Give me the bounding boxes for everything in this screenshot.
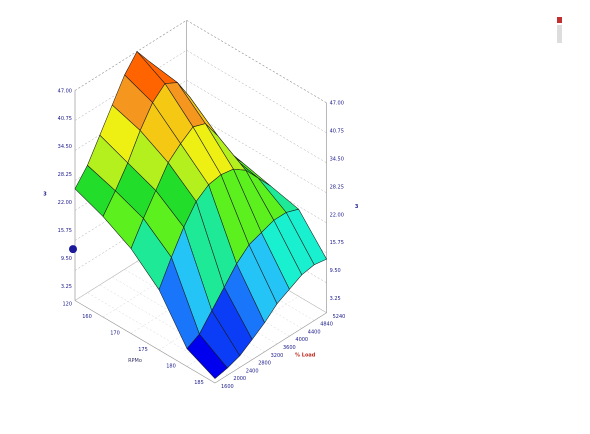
floor-grid [99,284,240,368]
left-axis-title: 3 [43,192,47,198]
surface-cell-0-0 [186,333,228,379]
right-axis-tick-label: 3.25 [330,296,341,302]
right-axis-tick-label: 40.75 [330,129,344,135]
left-axis-tick-label: 9.50 [61,256,72,262]
left-axis-tick-label: 22.00 [58,200,72,206]
load-tick-label: 4400 [308,329,321,335]
left-axis-tick-label: 28.25 [58,172,72,178]
axis-labels: 47.00 40.75 34.50 28.25 22.00 15.75 9.50 3.25 12… [43,17,562,390]
rpm-tick-label: 170 [110,330,120,336]
rpm-tick-label: 175 [138,347,148,353]
load-tick-label: 4840 [320,322,333,328]
corner-marker-icon [557,17,562,23]
right-axis-tick-label: 22.00 [330,212,344,218]
left-axis-tick-label: 15.75 [58,228,72,234]
left-axis-tick-label: 40.75 [58,116,72,122]
left-axis-tick-label: 120 [62,302,72,308]
right-axis-tick-label: 47.00 [330,101,344,107]
left-axis-tick-label: 3.25 [61,284,72,290]
grid-line [74,20,327,104]
load-tick-label: 1600 [221,384,234,390]
left-axis-tick-label: 34.50 [58,144,72,150]
right-axis-tick-label: 15.75 [330,240,344,246]
load-tick-label: 5240 [333,314,346,320]
axis-marker-dot [69,245,77,254]
axes-front [74,300,327,384]
grid-line [74,110,327,194]
right-axis-tick-label: 9.50 [330,268,341,274]
load-axis-title: % Load [295,352,316,358]
corner-marker-bar [557,25,562,43]
load-axis-line [214,312,327,384]
grid-line [74,80,327,164]
rpm-tick-label: 185 [194,380,204,386]
rpm-tick-label: 160 [82,314,92,320]
left-axis-tick-label: 47.00 [58,88,72,94]
right-axis-title: 3 [355,204,359,210]
load-tick-label: 2000 [233,376,246,382]
rpm-axis-title: RPMo [128,358,142,364]
load-tick-label: 4000 [295,337,308,343]
surface [74,51,327,379]
rpm-tick-label: 180 [166,363,176,369]
load-tick-label: 2800 [258,361,271,367]
floor-grid [87,292,228,376]
load-tick-label: 2400 [246,368,259,374]
rpm-axis-line [74,300,216,384]
load-tick-label: 3600 [283,345,296,351]
right-axis-tick-label: 28.25 [330,184,344,190]
grid-line [74,50,327,134]
load-tick-label: 3200 [271,353,284,359]
top-edge [74,19,327,104]
right-axis-tick-label: 34.50 [330,156,344,162]
